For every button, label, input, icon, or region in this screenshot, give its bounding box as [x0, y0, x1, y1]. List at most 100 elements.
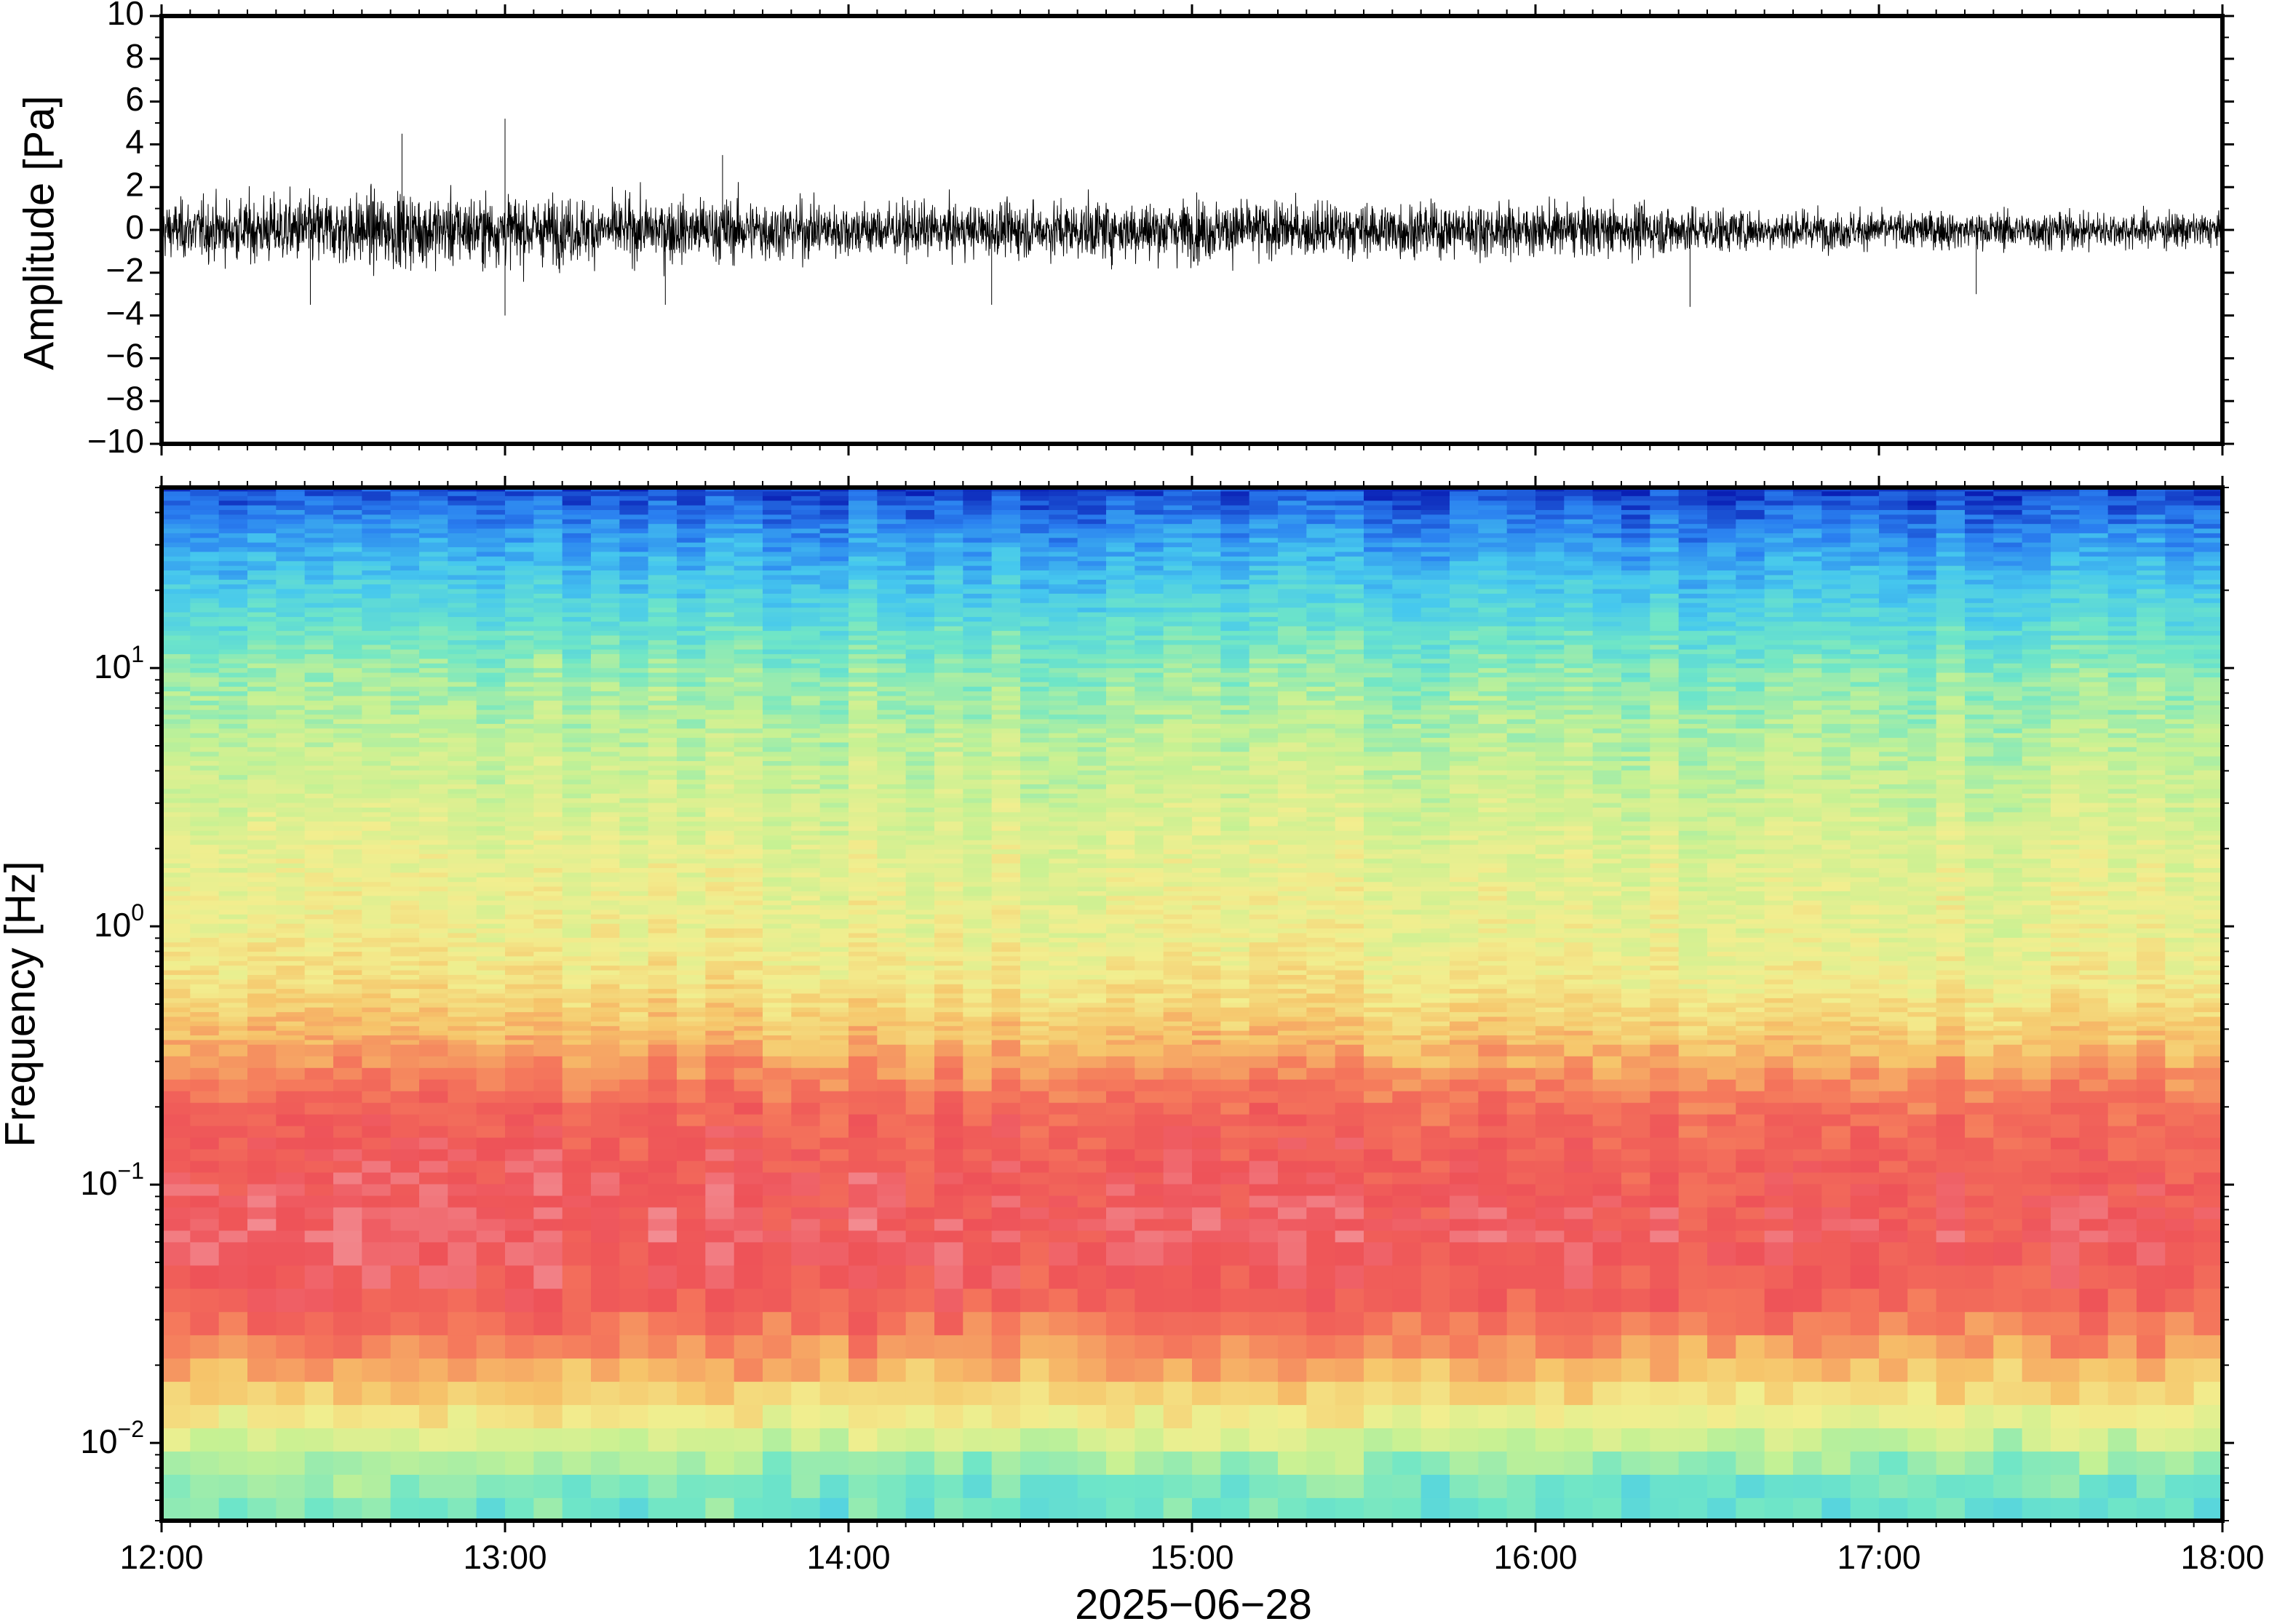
spectrogram-cell [505, 677, 535, 682]
spectrogram-cell [333, 1021, 363, 1027]
spectrogram-cell [505, 518, 535, 525]
spectrogram-cell [304, 885, 334, 891]
spectrogram-cell [849, 998, 878, 1003]
spectrogram-cell [677, 802, 707, 808]
spectrogram-cell [1049, 895, 1078, 901]
spectrogram-cell [162, 574, 191, 580]
spectrogram-cell [505, 718, 535, 724]
spectrogram-cell [362, 1497, 392, 1521]
spectrogram-cell [1020, 765, 1050, 771]
spectrogram-cell [763, 570, 792, 576]
spectrogram-cell [162, 616, 191, 622]
spectrogram-cell [419, 509, 449, 515]
spectrogram-cell [218, 681, 248, 687]
spectrogram-cell [677, 663, 707, 669]
spectrogram-cell [162, 588, 191, 594]
spectrogram-cell [276, 690, 306, 696]
spectrogram-cell [218, 881, 248, 887]
spectrogram-cell [619, 755, 649, 762]
spectrogram-cell [304, 728, 334, 733]
spectrogram-cell [218, 1230, 248, 1243]
spectrogram-cell [763, 1497, 792, 1521]
spectrogram-cell [562, 537, 592, 543]
spectrogram-cell [476, 811, 506, 817]
spectrogram-cell [533, 909, 563, 915]
spectrogram-cell [419, 876, 449, 883]
spectrogram-cell [819, 1334, 849, 1359]
spectrogram-cell [705, 541, 735, 548]
spectrogram-cell [1077, 1404, 1107, 1428]
spectrogram-cell [619, 611, 649, 617]
spectrogram-cell [1020, 663, 1050, 669]
spectrogram-cell [190, 509, 220, 515]
spectrogram-cell [849, 1016, 878, 1022]
spectrogram-cell [1020, 1241, 1050, 1266]
spectrogram-cell [247, 1002, 277, 1008]
spectrogram-cell [905, 700, 935, 706]
spectrogram-cell [304, 821, 334, 827]
spectrogram-cell [448, 1021, 477, 1027]
spectrogram-cell [991, 500, 1021, 506]
spectrogram-cell [791, 998, 821, 1003]
spectrogram-cell [476, 514, 506, 520]
spectrogram-cell [648, 737, 677, 743]
spectrogram-cell [763, 574, 792, 580]
spectrogram-cell [591, 1183, 621, 1196]
spectrogram-cell [849, 1497, 878, 1521]
spectrogram-cell [419, 663, 449, 669]
spectrogram-cell [362, 565, 392, 571]
spectrogram-cell [247, 630, 277, 636]
spectrogram-cell [1049, 1002, 1078, 1008]
spectrogram-cell [218, 640, 248, 645]
spectrogram-cell [619, 533, 649, 538]
spectrogram-cell [591, 1160, 621, 1173]
spectrogram-cell [734, 690, 763, 696]
spectrogram-cell [190, 816, 220, 822]
spectrogram-cell [849, 500, 878, 506]
spectrogram-cell [648, 1265, 677, 1289]
spectrogram-cell [591, 1067, 621, 1080]
spectrogram-cell [648, 565, 677, 571]
spectrogram-cell [362, 644, 392, 650]
spectrogram-cell [849, 644, 878, 650]
spectrogram-cell [1020, 1474, 1050, 1498]
spectrogram-cell [390, 663, 420, 669]
spectrogram-cell [190, 1025, 220, 1031]
waveform-y-tick: 10 [107, 0, 2234, 32]
spectrogram-cell [963, 537, 993, 543]
spectrogram-cell [705, 1160, 735, 1173]
spectrogram-cell [1020, 774, 1050, 780]
spectrogram-cell [276, 1016, 306, 1022]
spectrogram-cell [705, 560, 735, 566]
spectrogram-cell [476, 983, 506, 990]
spectrogram-cell [333, 1288, 363, 1313]
spectrogram-cell [705, 695, 735, 701]
spectrogram-cell [562, 514, 592, 520]
spectrogram-cell [162, 932, 191, 938]
spectrogram-cell [791, 807, 821, 813]
spectrogram-cell [562, 895, 592, 901]
spectrogram-cell [1020, 644, 1050, 650]
spectrogram-cell [390, 714, 420, 720]
spectrogram-cell [276, 904, 306, 910]
spectrogram-cell [648, 667, 677, 673]
spectrogram-cell [877, 904, 907, 910]
spectrogram-cell [905, 974, 935, 980]
spectrogram-cell [677, 1195, 707, 1208]
spectrogram-cell [448, 1113, 477, 1126]
spectrogram-cell [963, 1102, 993, 1115]
spectrogram-cell [734, 579, 763, 585]
spectrogram-cell [791, 1067, 821, 1080]
spectrogram-cell [763, 690, 792, 696]
spectrogram-cell [648, 1230, 677, 1243]
spectrogram-cell [448, 825, 477, 831]
spectrogram-cell [162, 1358, 191, 1382]
spectrogram-cell [905, 1021, 935, 1027]
spectrogram-cell [849, 490, 878, 496]
spectrogram-cell [619, 1183, 649, 1196]
spectrogram-cell [849, 951, 878, 957]
spectrogram-cell [333, 765, 363, 771]
spectrogram-cell [247, 876, 277, 883]
spectrogram-cell [763, 630, 792, 636]
spectrogram-cell [819, 1030, 849, 1036]
